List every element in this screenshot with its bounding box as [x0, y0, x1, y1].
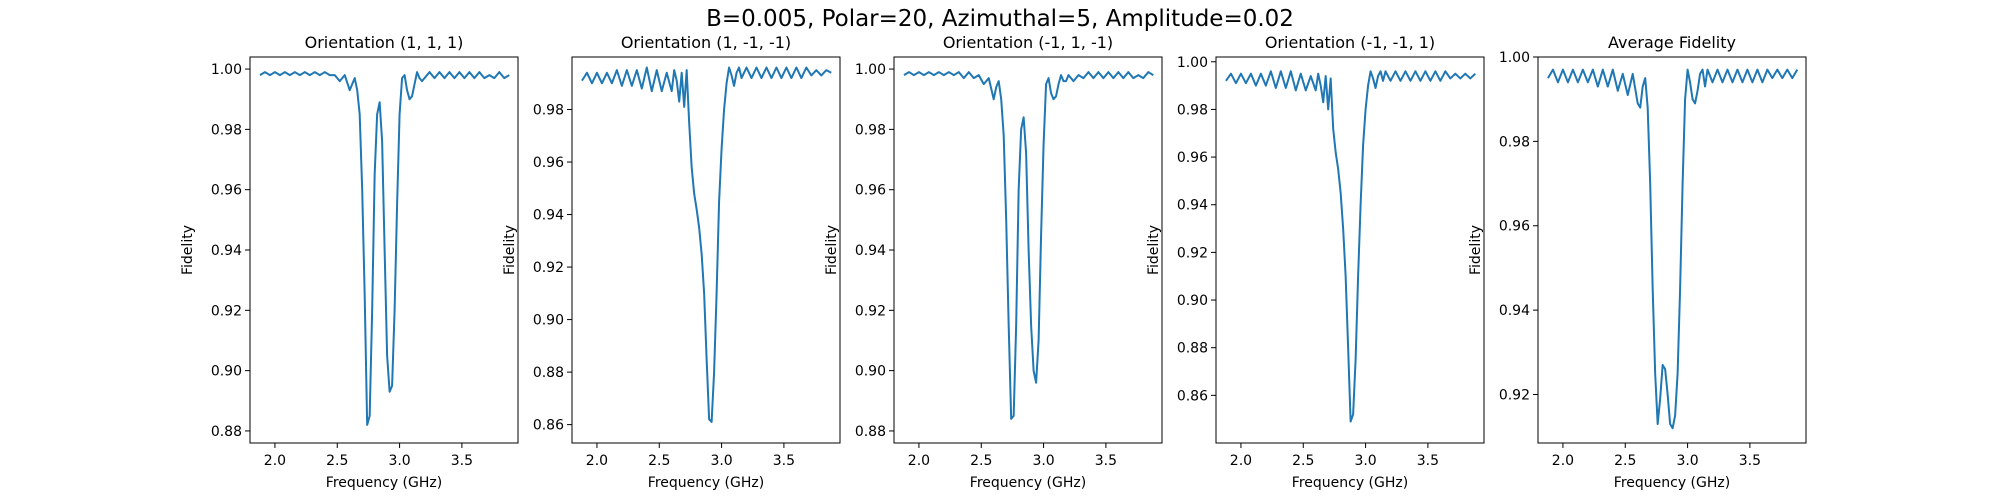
x-tick-label: 2.5 — [648, 453, 670, 469]
chart-title: Orientation (1, -1, -1) — [621, 33, 791, 52]
y-tick-label: 0.98 — [1177, 102, 1208, 118]
y-tick-label: 0.94 — [1499, 303, 1530, 319]
x-tick-label: 3.5 — [773, 453, 795, 469]
x-axis-label: Frequency (GHz) — [1292, 475, 1408, 491]
axes-frame — [571, 56, 841, 444]
x-tick-label: 2.0 — [1552, 453, 1574, 469]
x-tick-label: 2.0 — [586, 453, 608, 469]
chart-title: Average Fidelity — [1608, 33, 1736, 52]
y-tick-label: 1.00 — [1177, 55, 1208, 71]
x-axis-label: Frequency (GHz) — [970, 475, 1086, 491]
x-tick-label: 3.0 — [1676, 453, 1698, 469]
y-axis-label: Fidelity — [1146, 225, 1162, 275]
y-tick-label: 0.94 — [211, 243, 242, 259]
y-axis-label: Fidelity — [824, 225, 840, 275]
y-tick-label: 0.86 — [1177, 388, 1208, 404]
x-tick-label: 3.0 — [388, 453, 410, 469]
y-tick-label: 0.92 — [1499, 387, 1530, 403]
y-tick-label: 0.90 — [211, 364, 242, 380]
x-tick-label: 2.0 — [264, 453, 286, 469]
axes-frame — [1215, 56, 1485, 444]
y-tick-label: 1.00 — [1499, 50, 1530, 66]
y-tick-label: 0.96 — [211, 183, 242, 199]
series-line — [1225, 70, 1476, 423]
y-tick-label: 0.86 — [533, 418, 564, 434]
chart-panel-4: 2.0 2.5 3.0 3.5 0.86 0.88 0.90 0.92 0.94 0.96 0.98… — [1146, 33, 1485, 491]
x-tick-label: 3.5 — [1095, 453, 1117, 469]
x-tick-label: 2.5 — [970, 453, 992, 469]
figure-title: B=0.005, Polar=20, Azimuthal=5, Amplitud… — [706, 6, 1294, 32]
series-line — [903, 71, 1154, 420]
y-tick-label: 0.94 — [533, 208, 564, 224]
series-line — [581, 66, 832, 423]
y-tick-label: 0.92 — [855, 303, 886, 319]
chart-title: Orientation (-1, -1, 1) — [1265, 33, 1435, 52]
x-tick-label: 3.5 — [1417, 453, 1439, 469]
y-tick-label: 0.98 — [533, 103, 564, 119]
chart-panel-1: 2.0 2.5 3.0 3.5 0.88 0.90 0.92 0.94 0.96 0.98 1.00… — [180, 33, 519, 491]
y-tick-label: 0.98 — [855, 122, 886, 138]
x-tick-label: 2.0 — [1230, 453, 1252, 469]
y-tick-label: 0.88 — [1177, 341, 1208, 357]
y-tick-label: 0.92 — [211, 303, 242, 319]
y-tick-label: 0.98 — [1499, 134, 1530, 150]
y-axis-label: Fidelity — [1468, 225, 1484, 275]
chart-title: Orientation (-1, 1, -1) — [943, 33, 1113, 52]
y-tick-label: 0.92 — [1177, 245, 1208, 261]
y-tick-label: 1.00 — [855, 62, 886, 78]
chart-title: Orientation (1, 1, 1) — [305, 33, 464, 52]
x-tick-label: 2.5 — [326, 453, 348, 469]
x-tick-label: 2.5 — [1614, 453, 1636, 469]
y-tick-label: 0.88 — [211, 424, 242, 440]
x-tick-label: 3.0 — [1354, 453, 1376, 469]
series-line — [1547, 68, 1799, 430]
y-tick-label: 0.96 — [533, 155, 564, 171]
y-axis-label: Fidelity — [180, 225, 196, 275]
axes-frame — [1537, 56, 1807, 444]
x-tick-label: 3.5 — [1739, 453, 1761, 469]
x-axis-label: Frequency (GHz) — [1614, 475, 1730, 491]
x-tick-label: 3.5 — [451, 453, 473, 469]
y-tick-label: 0.96 — [855, 183, 886, 199]
x-tick-label: 3.0 — [1032, 453, 1054, 469]
y-tick-label: 0.94 — [1177, 198, 1208, 214]
y-tick-label: 0.96 — [1177, 150, 1208, 166]
y-tick-label: 0.92 — [533, 260, 564, 276]
y-tick-label: 0.98 — [211, 122, 242, 138]
y-tick-label: 1.00 — [211, 62, 242, 78]
y-tick-label: 0.94 — [855, 243, 886, 259]
y-tick-label: 0.88 — [855, 424, 886, 440]
x-axis-label: Frequency (GHz) — [326, 475, 442, 491]
y-tick-label: 0.96 — [1499, 219, 1530, 235]
y-tick-label: 0.90 — [855, 364, 886, 380]
x-tick-label: 2.0 — [908, 453, 930, 469]
x-tick-label: 3.0 — [710, 453, 732, 469]
y-axis-label: Fidelity — [502, 225, 518, 275]
x-axis-label: Frequency (GHz) — [648, 475, 764, 491]
y-tick-label: 0.90 — [1177, 293, 1208, 309]
chart-panel-5: 2.0 2.5 3.0 3.5 0.92 0.94 0.96 0.98 1.00 Average … — [1468, 33, 1807, 491]
chart-panel-3: 2.0 2.5 3.0 3.5 0.88 0.90 0.92 0.94 0.96 0.98 1.00… — [824, 33, 1163, 491]
x-tick-label: 2.5 — [1292, 453, 1314, 469]
y-tick-label: 0.90 — [533, 313, 564, 329]
series-line — [259, 71, 510, 426]
y-tick-label: 0.88 — [533, 365, 564, 381]
chart-panel-2: 2.0 2.5 3.0 3.5 0.86 0.88 0.90 0.92 0.94 0.96 0.98… — [502, 33, 841, 491]
